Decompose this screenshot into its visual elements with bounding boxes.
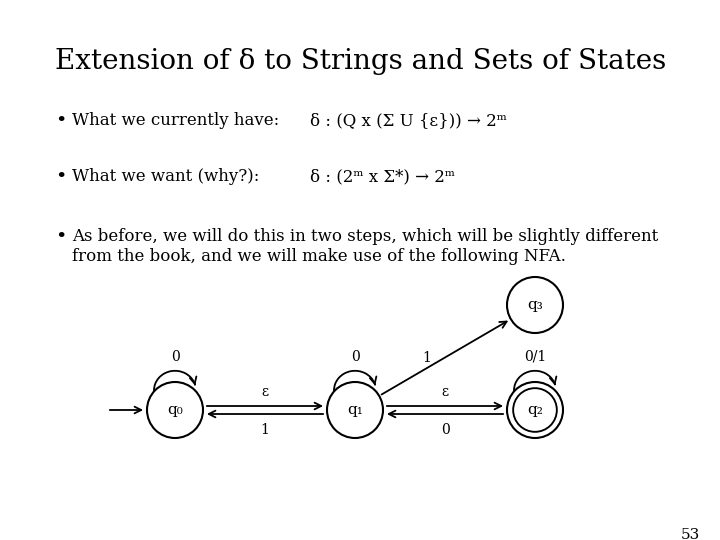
FancyArrowPatch shape xyxy=(550,376,557,384)
Text: q₀: q₀ xyxy=(167,403,183,417)
Text: 1: 1 xyxy=(423,350,431,365)
Text: What we currently have:: What we currently have: xyxy=(72,112,279,129)
Text: 0: 0 xyxy=(441,423,449,437)
Text: ε: ε xyxy=(261,385,269,399)
Text: from the book, and we will make use of the following NFA.: from the book, and we will make use of t… xyxy=(72,248,566,265)
FancyArrowPatch shape xyxy=(387,403,501,409)
Circle shape xyxy=(327,382,383,438)
Circle shape xyxy=(147,382,203,438)
Circle shape xyxy=(507,382,563,438)
Text: 0: 0 xyxy=(171,350,179,364)
Text: 53: 53 xyxy=(680,528,700,540)
FancyArrowPatch shape xyxy=(382,321,507,395)
FancyArrowPatch shape xyxy=(190,376,197,384)
FancyArrowPatch shape xyxy=(389,410,503,417)
Text: q₁: q₁ xyxy=(347,403,363,417)
Text: q₃: q₃ xyxy=(527,298,543,312)
FancyArrowPatch shape xyxy=(207,403,321,409)
Text: •: • xyxy=(55,112,66,130)
Text: 0: 0 xyxy=(351,350,359,364)
Text: δ : (2ᵐ x Σ*) → 2ᵐ: δ : (2ᵐ x Σ*) → 2ᵐ xyxy=(310,168,455,185)
FancyArrowPatch shape xyxy=(109,407,141,413)
Text: Extension of δ to Strings and Sets of States: Extension of δ to Strings and Sets of St… xyxy=(55,48,666,75)
FancyArrowPatch shape xyxy=(209,410,323,417)
Text: q₂: q₂ xyxy=(527,403,543,417)
Text: 1: 1 xyxy=(261,423,269,437)
Text: As before, we will do this in two steps, which will be slightly different: As before, we will do this in two steps,… xyxy=(72,228,658,245)
Circle shape xyxy=(507,277,563,333)
Text: •: • xyxy=(55,168,66,186)
Text: What we want (why?):: What we want (why?): xyxy=(72,168,259,185)
FancyArrowPatch shape xyxy=(370,376,377,384)
Text: 0/1: 0/1 xyxy=(524,350,546,364)
Text: δ : (Q x (Σ U {ε})) → 2ᵐ: δ : (Q x (Σ U {ε})) → 2ᵐ xyxy=(310,112,507,129)
Text: •: • xyxy=(55,228,66,246)
Text: ε: ε xyxy=(441,385,449,399)
